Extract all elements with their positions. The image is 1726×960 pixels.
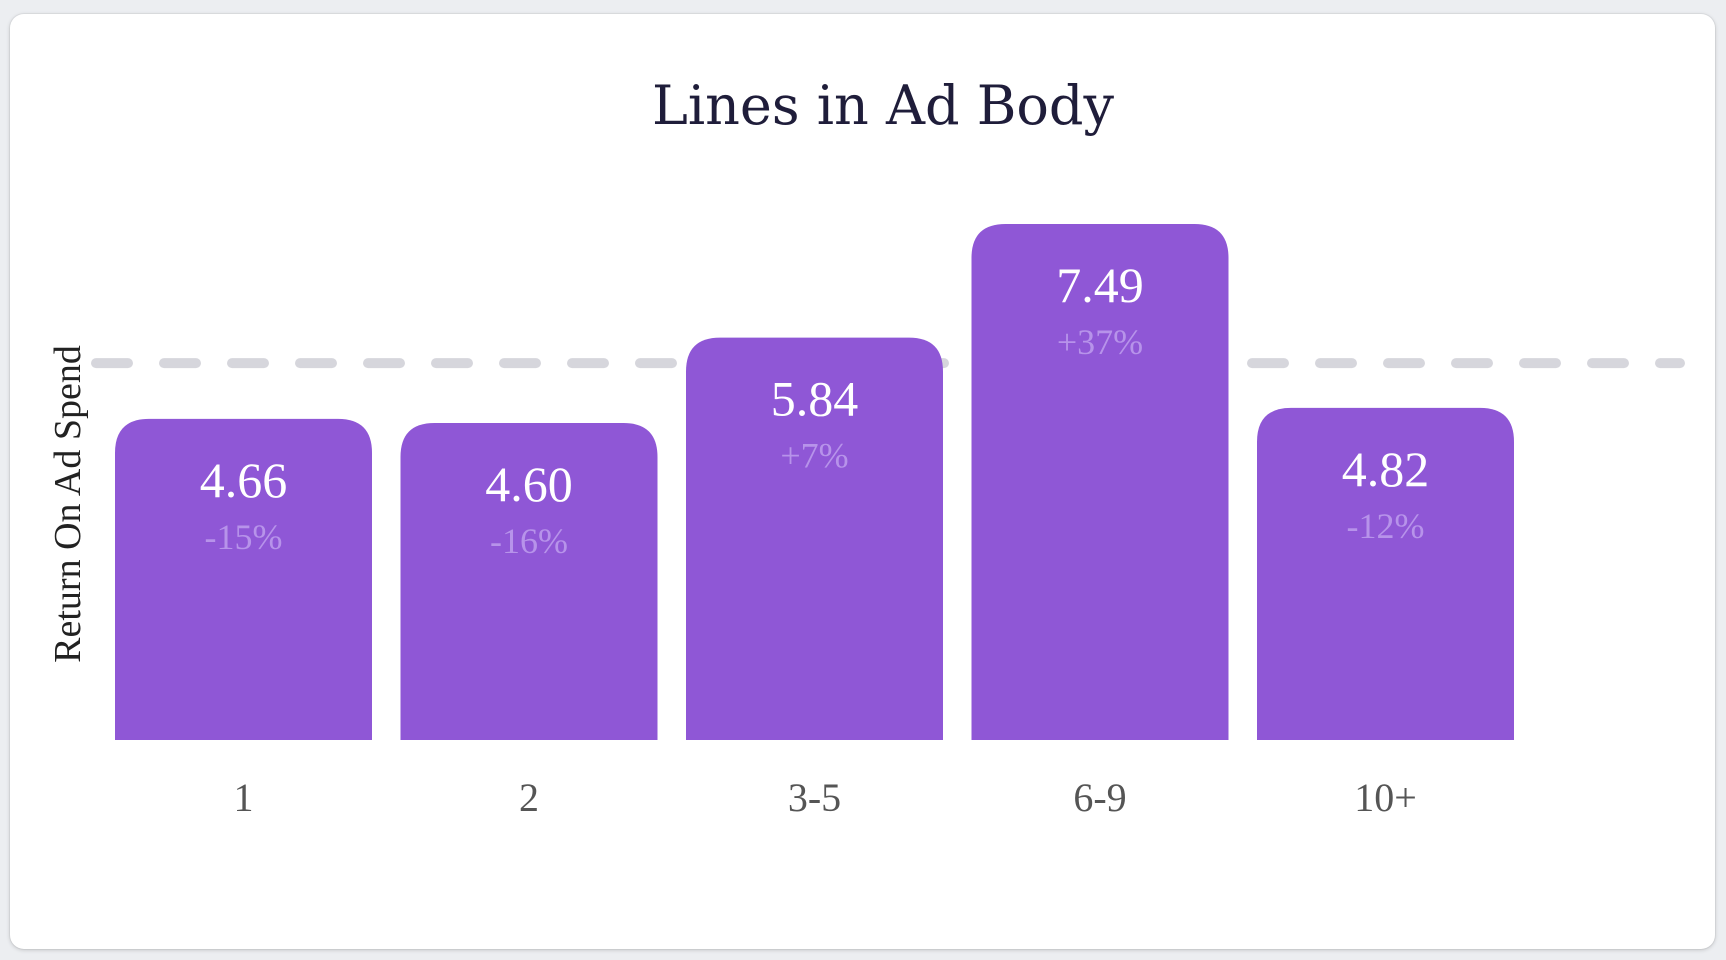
bar-change-label: -15% [205, 517, 283, 557]
x-tick-label: 3-5 [788, 775, 841, 820]
bars-group: 4.66 -15% 1 4.60 -16% 2 5.84 +7% 3-5 7.49 +37% 6-9 4… [115, 223, 1514, 820]
bar-10+ [1257, 407, 1514, 740]
bar-change-label: -16% [490, 521, 568, 561]
bar-value-label: 7.49 [1056, 257, 1144, 313]
y-axis-label: Return On Ad Spend [47, 345, 89, 663]
x-tick-label: 6-9 [1073, 775, 1126, 820]
bar-value-label: 5.84 [771, 371, 859, 427]
chart-title: Lines in Ad Body [652, 74, 1114, 137]
bar-6-9 [971, 223, 1229, 741]
bar-change-label: -12% [1347, 506, 1425, 546]
bar-2 [400, 423, 658, 740]
bar-value-label: 4.82 [1342, 441, 1430, 497]
x-tick-label: 2 [519, 775, 539, 820]
bar-change-label: +7% [780, 436, 848, 476]
bar-1 [115, 418, 372, 740]
bar-value-label: 4.66 [200, 452, 288, 508]
bar-change-label: +37% [1057, 322, 1143, 362]
bar-3-5 [686, 337, 943, 740]
x-tick-label: 10+ [1354, 775, 1417, 820]
chart-card: Lines in Ad Body Return On Ad Spend 4.66… [10, 14, 1715, 949]
bar-chart: Lines in Ad Body Return On Ad Spend 4.66… [47, 74, 1685, 820]
x-tick-label: 1 [234, 775, 254, 820]
bar-value-label: 4.60 [485, 456, 573, 512]
